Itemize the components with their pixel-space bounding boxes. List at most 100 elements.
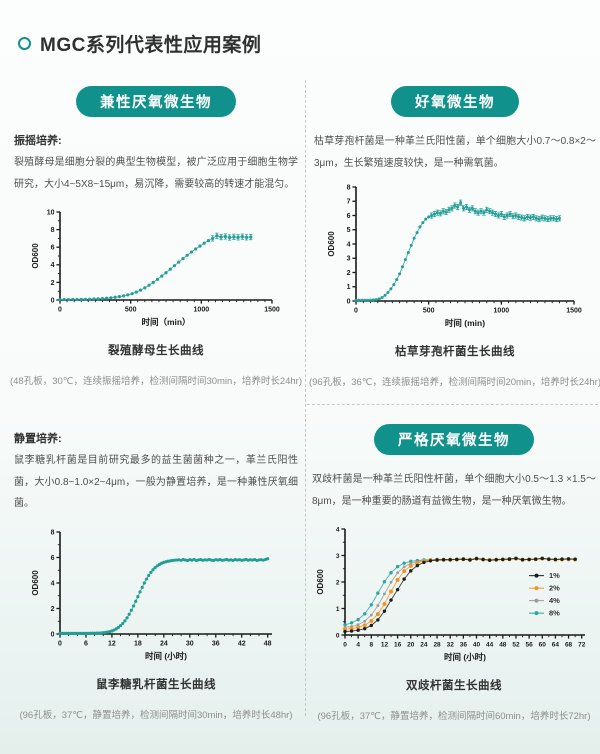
svg-text:44: 44 (486, 642, 494, 649)
svg-text:4: 4 (356, 642, 360, 649)
svg-text:3: 3 (336, 553, 340, 560)
svg-text:4: 4 (347, 241, 351, 248)
svg-text:时间 (min): 时间 (min) (445, 318, 485, 328)
svg-text:2: 2 (347, 270, 351, 277)
svg-text:OD600: OD600 (31, 243, 40, 269)
svg-text:16: 16 (394, 642, 402, 649)
svg-text:4%: 4% (549, 596, 560, 605)
svg-text:5: 5 (347, 227, 351, 234)
description-bacillus-subtilis: 枯草芽孢杆菌是一种革兰氏阳性菌，单个细胞大小0.7～0.8×2～3μm，生长繁殖… (314, 136, 596, 169)
svg-text:52: 52 (512, 642, 520, 649)
svg-text:28: 28 (433, 642, 441, 649)
section-facultative-anaerobe: 兼性厌氧微生物 振摇培养: 裂殖酵母是细胞分裂的典型生物模型，被广泛应用于细胞生… (10, 86, 302, 387)
svg-text:60: 60 (539, 642, 547, 649)
svg-text:18: 18 (134, 640, 142, 647)
description-fission-yeast: 裂殖酵母是细胞分裂的典型生物模型，被广泛应用于细胞生物学研究，大小4~5X8~1… (14, 157, 298, 190)
chart-fission-yeast-growth: 0 500 1000 1500 0 2 4 6 8 10 OD600 时间（min） (31, 209, 280, 327)
svg-text:32: 32 (447, 642, 455, 649)
svg-text:36: 36 (212, 640, 220, 647)
svg-text:1000: 1000 (194, 307, 210, 314)
svg-text:0: 0 (343, 642, 347, 649)
svg-text:4: 4 (51, 262, 55, 269)
chart-bacillus-subtilis-growth: 0 500 1000 1500 0 1 2 3 4 5 6 7 8 OD600 时间 (min) (327, 184, 582, 328)
method-label-shaking-culture: 振摇培养: (14, 135, 62, 147)
svg-text:OD600: OD600 (31, 569, 40, 595)
svg-text:3: 3 (347, 256, 351, 263)
svg-text:24: 24 (160, 640, 168, 647)
svg-text:OD600: OD600 (316, 569, 325, 595)
badge-aerobic-microbe: 好氧微生物 (391, 86, 519, 117)
svg-text:2: 2 (51, 605, 55, 612)
svg-text:36: 36 (460, 642, 468, 649)
svg-text:10: 10 (47, 209, 55, 216)
section-aerobic-microbe: 好氧微生物 枯草芽孢杆菌是一种革兰氏阳性菌，单个细胞大小0.7～0.8×2～3μ… (309, 86, 600, 388)
svg-text:20: 20 (407, 642, 415, 649)
chart-caption-bacillus-subtilis: (96孔板，36℃，连续振摇培养，检测间隔时间20min，培养时长24hr) (308, 377, 600, 388)
svg-text:30: 30 (186, 640, 194, 647)
svg-text:8: 8 (51, 227, 55, 234)
chart-bifidobacterium-growth: 0 4 8 12 16 20 24 28 32 36 40 44 48 52 56 60 64 68 7201234… (316, 526, 586, 662)
svg-text:0: 0 (354, 308, 358, 315)
svg-text:2: 2 (51, 280, 55, 287)
svg-text:0: 0 (51, 631, 55, 638)
svg-text:8: 8 (369, 642, 373, 649)
svg-text:4: 4 (51, 580, 55, 587)
svg-text:时间 (小时): 时间 (小时) (444, 652, 486, 662)
svg-text:时间（min）: 时间（min） (141, 317, 190, 327)
page-header: MGC系列代表性应用案例 (18, 30, 261, 57)
svg-text:2: 2 (336, 579, 340, 586)
svg-text:1500: 1500 (264, 307, 280, 314)
section-static-culture: 静置培养: 鼠李糖乳杆菌是目前研究最多的益生菌菌种之一，革兰氏阳性菌，大小0.8… (14, 424, 298, 721)
svg-text:72: 72 (578, 642, 586, 649)
chart-title-bifidobacterium: 双歧杆菌生长曲线 (406, 680, 502, 692)
svg-text:48: 48 (499, 642, 507, 649)
svg-text:0: 0 (58, 640, 62, 647)
ring-bullet-icon (18, 37, 31, 50)
svg-text:48: 48 (264, 640, 272, 647)
svg-text:42: 42 (238, 640, 246, 647)
badge-strict-anaerobe: 严格厌氧微生物 (374, 424, 534, 455)
chart-title-bacillus-subtilis: 枯草芽孢杆菌生长曲线 (395, 346, 515, 358)
svg-text:7: 7 (347, 199, 351, 206)
chart-caption-lactobacillus-rhamnosus: (96孔板，37℃，静置培养，检测间隔时间30min，培养时长48hr) (19, 709, 293, 721)
svg-text:1: 1 (336, 606, 340, 613)
vertical-dashed-divider (305, 80, 306, 716)
svg-text:8%: 8% (549, 609, 560, 618)
description-lactobacillus-rhamnosus: 鼠李糖乳杆菌是目前研究最多的益生菌菌种之一，革兰氏阳性菌，大小0.8~1.0×2… (14, 455, 298, 509)
svg-text:1500: 1500 (566, 308, 582, 315)
svg-text:12: 12 (381, 642, 389, 649)
svg-text:时间 (小时): 时间 (小时) (145, 651, 187, 661)
svg-text:1000: 1000 (494, 308, 510, 315)
badge-facultative-anaerobe: 兼性厌氧微生物 (76, 86, 236, 117)
svg-text:40: 40 (473, 642, 481, 649)
svg-text:OD600: OD600 (327, 231, 336, 257)
svg-text:6: 6 (84, 640, 88, 647)
section-strict-anaerobe: 严格厌氧微生物 双歧杆菌是一种革兰氏阳性杆菌，单个细胞大小0.5～1.3 ×1.… (312, 424, 596, 722)
svg-text:0: 0 (347, 298, 351, 305)
svg-text:0: 0 (51, 297, 55, 304)
chart-caption-fission-yeast: (48孔板，30℃，连续振摇培养，检测间隔时间30min，培养时长24hr) (9, 376, 303, 387)
svg-text:0: 0 (58, 307, 62, 314)
svg-text:12: 12 (108, 640, 116, 647)
page-title: MGC系列代表性应用案例 (40, 35, 262, 56)
svg-text:64: 64 (552, 642, 560, 649)
chart-caption-bifidobacterium: (96孔板，37℃，静置培养，检测间隔时间60min，培养时长72hr) (317, 711, 591, 722)
svg-text:8: 8 (51, 529, 55, 536)
svg-text:500: 500 (423, 308, 435, 315)
svg-text:1: 1 (347, 284, 351, 291)
method-label-static-culture: 静置培养: (14, 433, 62, 445)
horizontal-dashed-divider (307, 404, 598, 405)
svg-text:6: 6 (51, 245, 55, 252)
chart-title-fission-yeast: 裂殖酵母生长曲线 (108, 345, 204, 357)
svg-text:4: 4 (336, 526, 340, 533)
svg-text:1%: 1% (549, 571, 560, 580)
chart-title-lactobacillus-rhamnosus: 鼠李糖乳杆菌生长曲线 (96, 678, 216, 691)
svg-text:6: 6 (347, 213, 351, 220)
svg-text:6: 6 (51, 554, 55, 561)
svg-text:56: 56 (525, 642, 533, 649)
svg-text:500: 500 (125, 307, 137, 314)
description-bifidobacterium: 双歧杆菌是一种革兰氏阳性杆菌，单个细胞大小0.5～1.3 ×1.5～8μm，是一… (312, 474, 596, 507)
svg-text:2%: 2% (549, 584, 560, 593)
svg-text:0: 0 (336, 632, 340, 639)
